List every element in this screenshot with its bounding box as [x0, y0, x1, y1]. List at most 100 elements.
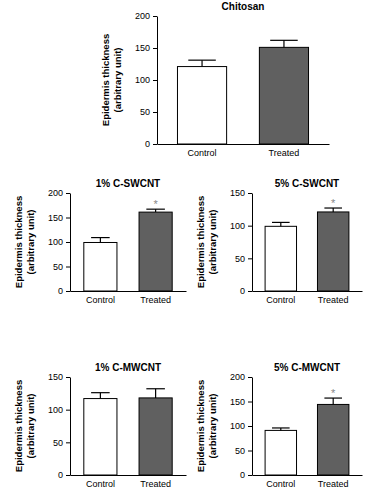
y-axis-title: Epidermis thickness — [195, 196, 206, 288]
y-tick: 150 — [48, 213, 70, 223]
panel: 050100150200ControlTreatedChitosanEpider… — [100, 1, 330, 158]
y-axis-title: (arbitrary unit) — [25, 394, 36, 459]
y-tick: 100 — [48, 237, 70, 247]
y-tick: 100 — [230, 421, 252, 431]
y-tick-label: 100 — [230, 421, 245, 431]
chart-title: 5% C-MWCNT — [274, 362, 340, 373]
y-tick-mark — [66, 475, 70, 476]
x-tick-label: Control — [86, 479, 115, 489]
y-axis: 0 50 100 150 200 — [48, 188, 71, 296]
y-tick-label: 50 — [53, 438, 63, 448]
y-tick-mark — [66, 193, 70, 194]
y-tick: 200 — [48, 188, 70, 198]
error-bar — [146, 389, 165, 398]
y-tick-mark — [248, 291, 252, 292]
y-tick-label: 100 — [230, 221, 245, 231]
y-axis: 050100150 — [48, 372, 71, 480]
error-bar-cap — [146, 388, 165, 389]
y-tick-label: 0 — [240, 470, 245, 480]
bar — [317, 212, 348, 291]
y-tick-mark — [66, 442, 70, 443]
significance-mark: * — [331, 197, 336, 209]
y-tick-label: 200 — [230, 372, 245, 382]
y-tick-mark — [66, 410, 70, 411]
y-axis-title: (arbitrary unit) — [207, 394, 218, 459]
y-axis: 050100150200 — [230, 372, 253, 480]
error-bar-stem — [100, 238, 101, 243]
x-axis-line — [71, 475, 187, 476]
x-tick: Treated — [140, 291, 171, 305]
plot-area — [84, 209, 172, 291]
error-bar-cap — [188, 60, 216, 61]
y-tick: 50 — [53, 262, 70, 272]
x-tick: Control — [266, 475, 295, 489]
y-tick-mark — [248, 258, 252, 259]
y-tick: 50 — [53, 438, 70, 448]
y-tick-mark — [248, 426, 252, 427]
y-tick-mark — [248, 193, 252, 194]
y-tick: 150 — [230, 188, 252, 198]
y-tick-label: 150 — [48, 213, 63, 223]
x-tick: Treated — [318, 475, 349, 489]
error-bar-cap — [270, 40, 298, 41]
plot-area — [265, 398, 349, 475]
y-tick-mark — [248, 475, 252, 476]
y-tick-mark — [248, 226, 252, 227]
y-tick-label: 200 — [48, 188, 63, 198]
y-tick: 0 — [145, 139, 157, 149]
x-axis-line — [253, 475, 363, 476]
panel: 050100150ControlTreated1% C-MWCNTEpiderm… — [13, 362, 187, 489]
y-tick-mark — [153, 16, 157, 17]
panel: 050100150ControlTreated5% C-SWCNTEpiderm… — [195, 178, 363, 305]
y-axis-line — [252, 378, 253, 476]
y-tick-label: 50 — [53, 262, 63, 272]
bar — [177, 67, 226, 144]
error-bar — [270, 40, 298, 47]
y-tick-mark — [66, 267, 70, 268]
y-tick-mark — [153, 80, 157, 81]
error-bar-cap — [91, 237, 110, 238]
y-tick: 200 — [135, 11, 157, 21]
x-tick-label: Treated — [318, 479, 349, 489]
y-tick: 100 — [230, 221, 252, 231]
x-tick: Treated — [318, 291, 349, 305]
y-tick: 150 — [135, 43, 157, 53]
y-axis-title: (arbitrary unit) — [112, 48, 123, 113]
y-tick-mark — [66, 291, 70, 292]
x-axis: ControlTreated — [158, 144, 330, 158]
x-axis-line — [158, 144, 330, 145]
y-tick-mark — [153, 112, 157, 113]
x-axis: Control Treated — [253, 291, 363, 305]
y-axis-title: Epidermis thickness — [13, 380, 24, 472]
x-axis: Control Treated — [71, 291, 187, 305]
plot-area — [177, 40, 308, 144]
y-axis-title: Epidermis thickness — [195, 380, 206, 472]
error-bar — [272, 428, 290, 430]
y-tick-label: 0 — [58, 470, 63, 480]
y-tick-label: 50 — [140, 107, 150, 117]
error-bar — [272, 222, 290, 226]
y-tick: 200 — [230, 372, 252, 382]
x-tick: Treated — [269, 144, 300, 158]
x-tick: Control — [86, 291, 115, 305]
y-tick-label: 150 — [135, 43, 150, 53]
y-tick-label: 0 — [58, 286, 63, 296]
y-tick-label: 100 — [135, 75, 150, 85]
y-tick: 0 — [240, 470, 252, 480]
x-tick: Control — [266, 291, 295, 305]
x-tick-label: Control — [266, 479, 295, 489]
error-bar-stem — [100, 393, 101, 399]
x-tick-label: Treated — [140, 479, 171, 489]
error-bar-cap — [91, 392, 110, 393]
x-axis-line — [71, 291, 187, 292]
x-axis: Control Treated — [71, 475, 187, 489]
bar — [139, 212, 172, 291]
y-axis-line — [157, 17, 158, 145]
y-tick-label: 150 — [230, 188, 245, 198]
chart-title: Chitosan — [222, 1, 265, 12]
significance-mark: * — [331, 387, 336, 399]
bar — [84, 399, 117, 475]
chart-title: 1% C-MWCNT — [95, 362, 161, 373]
bar — [139, 398, 172, 475]
y-tick-label: 150 — [48, 372, 63, 382]
